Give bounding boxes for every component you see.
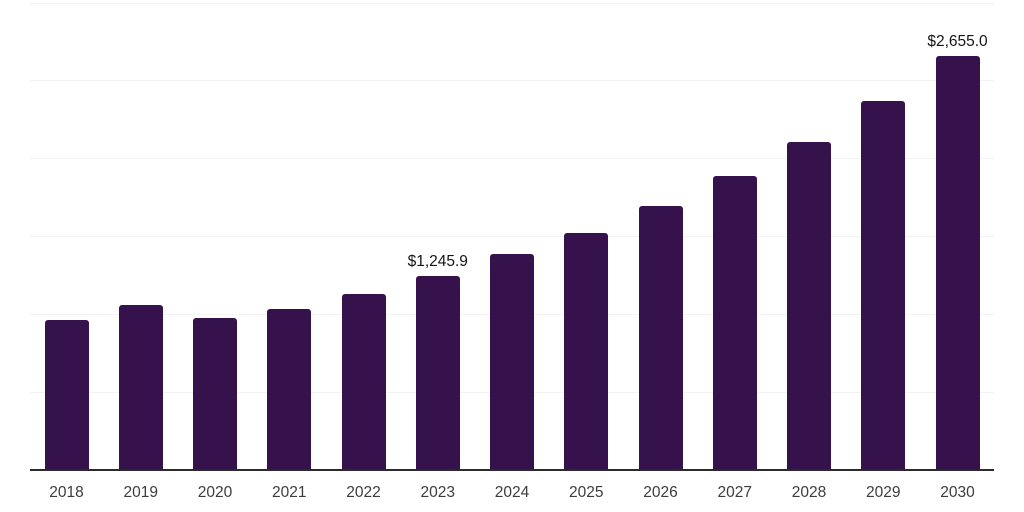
bar-2030 (935, 56, 980, 470)
gridline-1500 (30, 236, 994, 238)
bar-2027 (712, 176, 757, 470)
x-tick-label-2028: 2028 (791, 484, 827, 501)
x-tick-label-2021: 2021 (272, 484, 307, 501)
bar-2026 (638, 205, 683, 470)
bar-2028 (787, 141, 831, 470)
x-tick-label-2026: 2026 (643, 484, 678, 501)
data-label-2030: $2,655.0 (927, 33, 988, 51)
gridline-2000 (30, 158, 994, 160)
x-tick-label-2020: 2020 (197, 484, 233, 501)
x-tick-label-2024: 2024 (494, 484, 530, 501)
bar-2024 (490, 254, 534, 470)
x-tick-label-2027: 2027 (717, 484, 752, 501)
bar-2023 (415, 275, 460, 470)
bar-2029 (861, 101, 906, 470)
gridline-2500 (30, 80, 994, 82)
gridline-3000 (30, 2, 994, 4)
x-tick-label-2018: 2018 (49, 484, 84, 501)
bar-2018 (44, 320, 89, 470)
x-tick-label-2030: 2030 (940, 484, 975, 501)
x-axis-line (30, 469, 994, 471)
x-tick-label-2022: 2022 (346, 484, 381, 501)
bar-2025 (564, 233, 609, 470)
x-tick-label-2025: 2025 (569, 484, 604, 501)
x-tick-label-2019: 2019 (123, 484, 158, 501)
bar-2022 (341, 293, 386, 470)
data-label-2023: $1,245.9 (407, 252, 468, 270)
plot-area: 2018 2019 2020 2021 2022 2023 $1,245.9 2024 2025… (30, 0, 994, 512)
x-tick-label-2023: 2023 (420, 484, 455, 501)
bar-2021 (267, 309, 312, 470)
bar-2019 (118, 304, 163, 470)
x-tick-label-2029: 2029 (866, 484, 901, 501)
bar-2020 (193, 318, 237, 470)
